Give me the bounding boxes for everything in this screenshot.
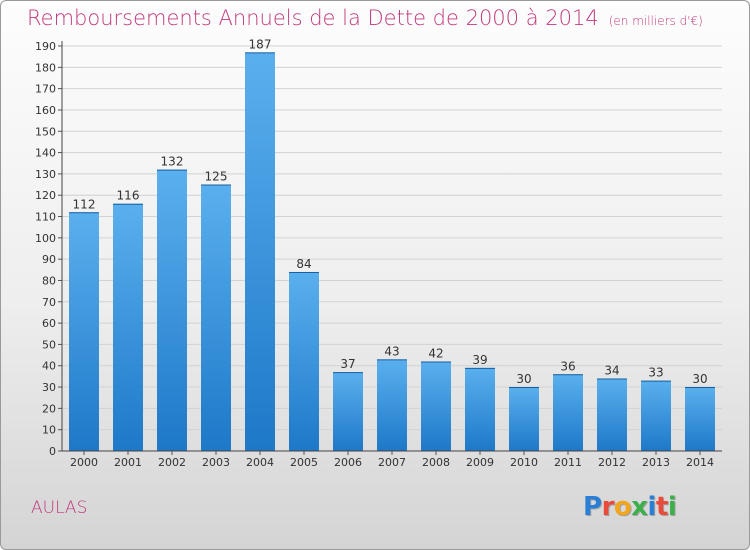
- y-tick-label: 50: [42, 338, 56, 351]
- y-tick-label: 180: [35, 61, 56, 74]
- chart-unit-note: (en milliers d'€): [608, 14, 703, 28]
- y-tick-label: 130: [35, 168, 56, 181]
- data-label: 112: [73, 197, 96, 211]
- x-tick-label: 2011: [554, 456, 582, 469]
- bar: [465, 367, 495, 451]
- logo-letter: r: [601, 492, 615, 522]
- x-tick-label: 2001: [114, 456, 142, 469]
- data-label: 187: [249, 37, 272, 51]
- bar: [157, 169, 187, 451]
- data-label: 132: [161, 155, 184, 169]
- y-tick-label: 70: [42, 296, 56, 309]
- x-tick-label: 2005: [290, 456, 318, 469]
- x-tick-label: 2000: [70, 456, 98, 469]
- y-tick-label: 10: [42, 424, 56, 437]
- y-tick-label: 120: [35, 189, 56, 202]
- chart-title: Remboursements Annuels de la Dette de 20…: [27, 6, 703, 30]
- bar: [509, 387, 539, 451]
- x-tick-label: 2004: [246, 456, 274, 469]
- x-tick-label: 2010: [510, 456, 538, 469]
- x-tick-label: 2006: [334, 456, 362, 469]
- y-tick-label: 140: [35, 147, 56, 160]
- data-label: 30: [692, 372, 707, 386]
- x-tick-label: 2014: [686, 456, 714, 469]
- bar: [377, 359, 407, 451]
- data-label: 36: [560, 359, 575, 373]
- bar: [69, 212, 99, 451]
- bar: [641, 380, 671, 451]
- data-label: 30: [516, 372, 531, 386]
- bar: [597, 378, 627, 451]
- bar: [553, 374, 583, 451]
- bar: [245, 52, 275, 451]
- bar: [685, 387, 715, 451]
- y-tick-label: 110: [35, 211, 56, 224]
- data-label: 116: [117, 189, 140, 203]
- data-label: 84: [296, 257, 311, 271]
- data-label: 34: [604, 364, 619, 378]
- bar: [201, 184, 231, 452]
- y-tick-label: 80: [42, 274, 56, 287]
- bar: [113, 203, 143, 451]
- data-label: 39: [472, 353, 487, 367]
- y-tick-label: 100: [35, 232, 56, 245]
- bar: [421, 361, 451, 451]
- proxiti-logo: Proxiti: [583, 492, 677, 522]
- y-tick-label: 170: [35, 83, 56, 96]
- bars: [69, 52, 715, 452]
- y-tick-label: 0: [49, 445, 56, 458]
- x-tick-label: 2002: [158, 456, 186, 469]
- data-label: 42: [428, 346, 443, 360]
- x-tick-label: 2009: [466, 456, 494, 469]
- y-tick-label: 190: [35, 40, 56, 53]
- x-tick-label: 2003: [202, 456, 230, 469]
- data-label: 37: [340, 357, 355, 371]
- logo-letter: i: [647, 492, 657, 522]
- chart-title-text: Remboursements Annuels de la Dette de 20…: [27, 6, 599, 30]
- x-tick-label: 2007: [378, 456, 406, 469]
- logo-letter: P: [583, 492, 602, 522]
- y-tick-label: 20: [42, 402, 56, 415]
- x-tick-label: 2012: [598, 456, 626, 469]
- bar: [333, 372, 363, 451]
- commune-name: AULAS: [31, 498, 88, 518]
- y-tick-label: 40: [42, 360, 56, 373]
- logo-letter: x: [631, 492, 648, 522]
- labels: 0 10 20 30 40 50 60 70 80 90 100 110 120 130 140 150 160…: [35, 37, 714, 469]
- logo-letter: t: [655, 492, 668, 522]
- axes: [58, 41, 722, 455]
- x-tick-label: 2013: [642, 456, 670, 469]
- y-tick-label: 150: [35, 125, 56, 138]
- y-tick-label: 60: [42, 317, 56, 330]
- data-label: 125: [205, 170, 228, 184]
- y-tick-label: 90: [42, 253, 56, 266]
- data-label: 33: [648, 366, 663, 380]
- y-tick-label: 160: [35, 104, 56, 117]
- logo-letter: o: [613, 492, 632, 522]
- logo-letter: i: [667, 492, 677, 522]
- data-label: 43: [384, 344, 399, 358]
- bar: [289, 271, 319, 451]
- y-tick-label: 30: [42, 381, 56, 394]
- x-tick-label: 2008: [422, 456, 450, 469]
